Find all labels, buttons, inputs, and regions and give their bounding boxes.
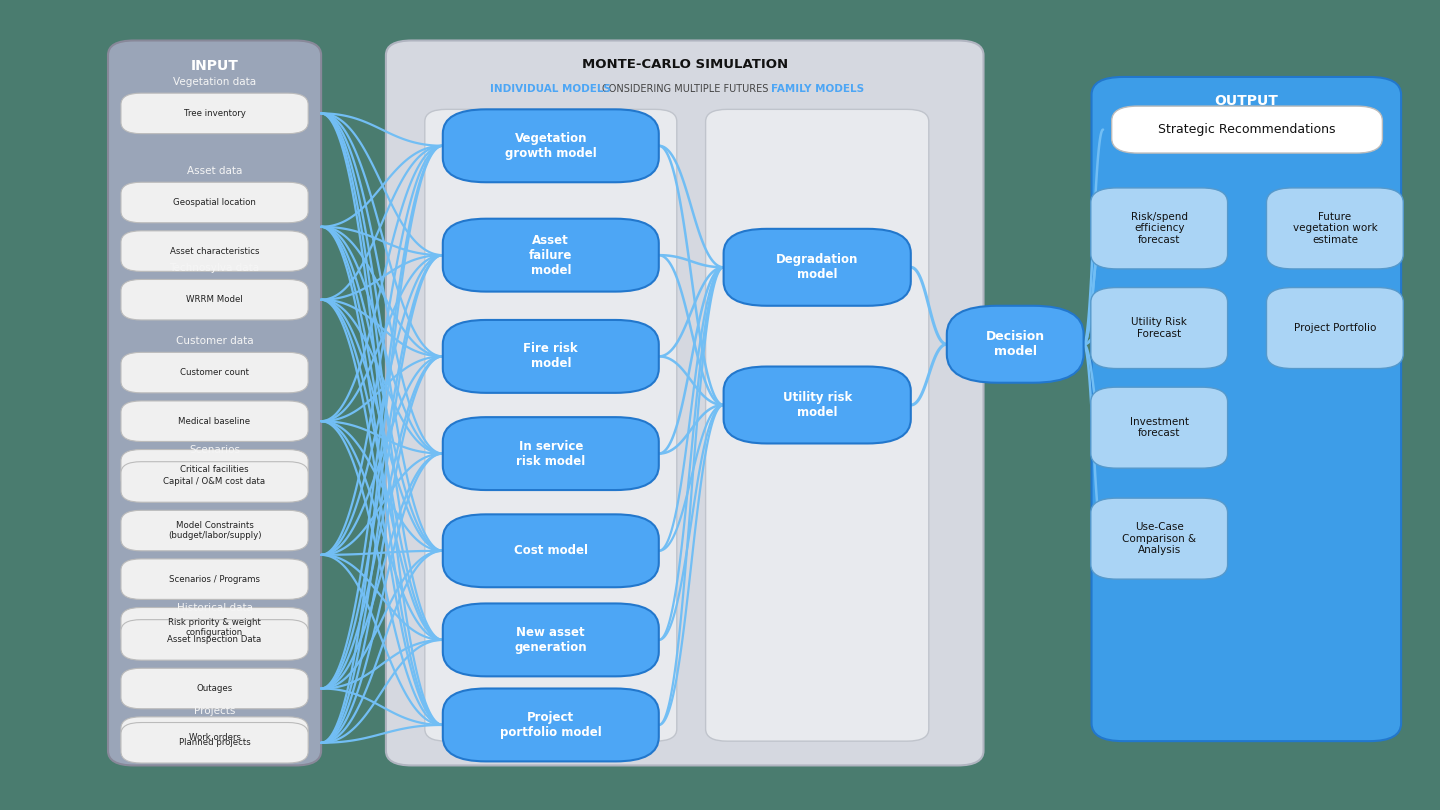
Text: Project Portfolio: Project Portfolio <box>1293 323 1377 333</box>
FancyBboxPatch shape <box>121 620 308 660</box>
FancyBboxPatch shape <box>121 182 308 223</box>
Text: Model Constraints
(budget/labor/supply): Model Constraints (budget/labor/supply) <box>168 521 261 540</box>
Text: Asset
failure
model: Asset failure model <box>528 233 573 277</box>
Text: Investment
forecast: Investment forecast <box>1130 417 1188 438</box>
FancyBboxPatch shape <box>121 608 308 648</box>
FancyBboxPatch shape <box>121 723 308 763</box>
FancyBboxPatch shape <box>1267 288 1403 369</box>
Text: CONSIDERING MULTIPLE FUTURES: CONSIDERING MULTIPLE FUTURES <box>602 84 768 94</box>
FancyBboxPatch shape <box>108 40 321 765</box>
Text: Utility risk
model: Utility risk model <box>782 391 852 419</box>
FancyBboxPatch shape <box>121 401 308 441</box>
Text: Capital / O&M cost data: Capital / O&M cost data <box>164 477 265 487</box>
FancyBboxPatch shape <box>442 109 658 182</box>
Text: Planned projects: Planned projects <box>179 738 251 748</box>
FancyBboxPatch shape <box>442 219 658 292</box>
Text: Outages: Outages <box>196 684 233 693</box>
FancyBboxPatch shape <box>121 717 308 757</box>
Text: Decision
model: Decision model <box>985 330 1045 358</box>
Text: Use-Case
Comparison &
Analysis: Use-Case Comparison & Analysis <box>1122 522 1197 555</box>
Text: Future
vegetation work
estimate: Future vegetation work estimate <box>1293 212 1377 245</box>
Text: Asset characteristics: Asset characteristics <box>170 246 259 256</box>
FancyBboxPatch shape <box>1092 188 1228 269</box>
Text: OUTPUT: OUTPUT <box>1214 94 1279 109</box>
Text: INDIVIDUAL MODELS: INDIVIDUAL MODELS <box>490 84 612 94</box>
Text: FAMILY MODELS: FAMILY MODELS <box>770 84 864 94</box>
FancyBboxPatch shape <box>121 450 308 490</box>
Text: Utility Risk
Forecast: Utility Risk Forecast <box>1132 318 1187 339</box>
Text: In service
risk model: In service risk model <box>516 440 586 467</box>
Text: Critical facilities: Critical facilities <box>180 465 249 475</box>
Text: Strategic Recommendations: Strategic Recommendations <box>1158 123 1336 136</box>
FancyBboxPatch shape <box>121 668 308 709</box>
Text: Projects: Projects <box>194 706 235 716</box>
FancyBboxPatch shape <box>1092 498 1228 579</box>
FancyBboxPatch shape <box>1267 188 1403 269</box>
Text: Fire risk
model: Fire risk model <box>524 343 577 370</box>
FancyBboxPatch shape <box>442 688 658 761</box>
FancyBboxPatch shape <box>706 109 929 741</box>
Text: Cost model: Cost model <box>514 544 588 557</box>
Text: Tree inventory: Tree inventory <box>184 109 245 118</box>
Text: Scenarios / Programs: Scenarios / Programs <box>168 574 261 584</box>
Text: Risk priority & weight
configuration: Risk priority & weight configuration <box>168 618 261 637</box>
FancyBboxPatch shape <box>121 231 308 271</box>
FancyBboxPatch shape <box>121 462 308 502</box>
FancyBboxPatch shape <box>121 279 308 320</box>
Text: Project
portfolio model: Project portfolio model <box>500 711 602 739</box>
Text: Historical data: Historical data <box>177 603 252 613</box>
FancyBboxPatch shape <box>723 366 910 444</box>
FancyBboxPatch shape <box>121 559 308 599</box>
Text: Work orders: Work orders <box>189 732 240 742</box>
FancyBboxPatch shape <box>121 352 308 393</box>
Text: Customer count: Customer count <box>180 368 249 377</box>
FancyBboxPatch shape <box>442 417 658 490</box>
Text: Customer data: Customer data <box>176 336 253 346</box>
FancyBboxPatch shape <box>948 306 1083 383</box>
Text: Vegetation
growth model: Vegetation growth model <box>505 132 596 160</box>
FancyBboxPatch shape <box>1092 288 1228 369</box>
FancyBboxPatch shape <box>386 40 984 765</box>
Text: Asset Inspection Data: Asset Inspection Data <box>167 635 262 645</box>
FancyBboxPatch shape <box>121 93 308 134</box>
FancyBboxPatch shape <box>1092 77 1401 741</box>
FancyBboxPatch shape <box>442 603 658 676</box>
FancyBboxPatch shape <box>425 109 677 741</box>
Text: Scenarios: Scenarios <box>189 446 240 455</box>
Text: Asset data: Asset data <box>187 166 242 176</box>
Text: INPUT: INPUT <box>190 59 239 74</box>
Text: MONTE-CARLO SIMULATION: MONTE-CARLO SIMULATION <box>582 58 788 71</box>
FancyBboxPatch shape <box>1092 387 1228 468</box>
Text: WRRM Model: WRRM Model <box>186 295 243 305</box>
FancyBboxPatch shape <box>723 228 910 305</box>
Text: Risk/spend
efficiency
forecast: Risk/spend efficiency forecast <box>1130 212 1188 245</box>
Text: New asset
generation: New asset generation <box>514 626 588 654</box>
Text: Geospatial location: Geospatial location <box>173 198 256 207</box>
FancyBboxPatch shape <box>442 320 658 393</box>
FancyBboxPatch shape <box>121 510 308 551</box>
Text: Medical baseline: Medical baseline <box>179 416 251 426</box>
FancyBboxPatch shape <box>1112 106 1382 153</box>
FancyBboxPatch shape <box>442 514 658 587</box>
Text: Vegetation data: Vegetation data <box>173 77 256 87</box>
Text: Degradation
model: Degradation model <box>776 254 858 281</box>
Text: Technosylva data: Technosylva data <box>170 263 259 273</box>
